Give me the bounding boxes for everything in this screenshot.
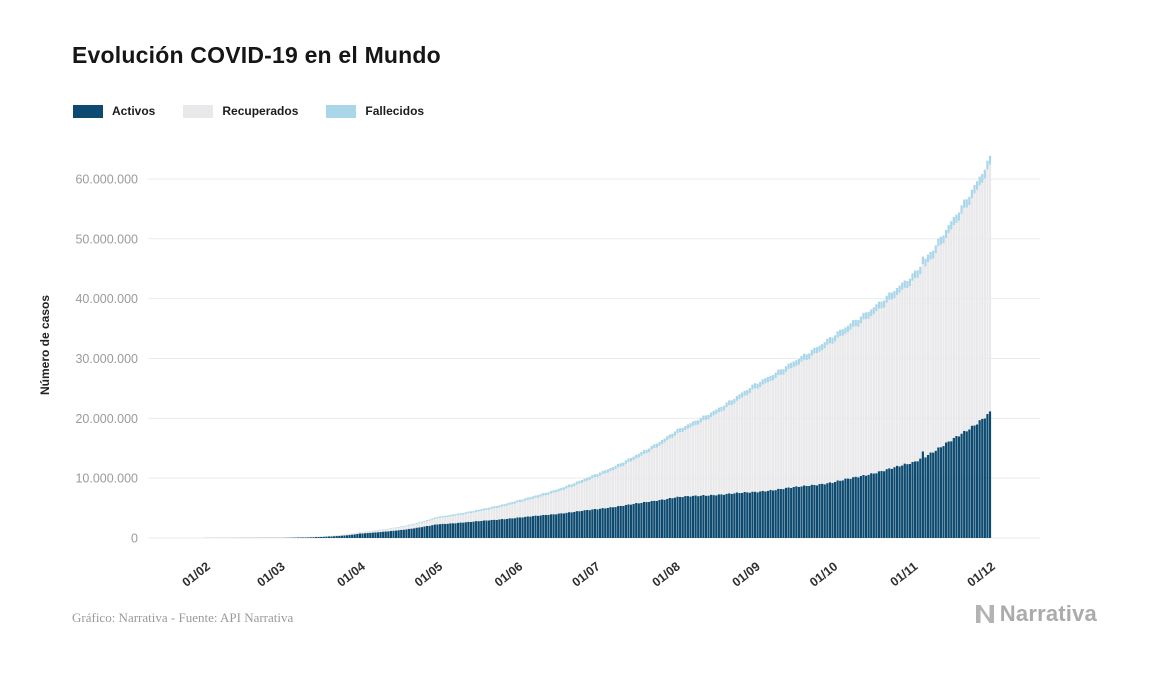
svg-text:01/03: 01/03 [254,559,287,589]
svg-text:50.000.000: 50.000.000 [75,232,138,246]
y-axis-title: Número de casos [38,294,52,396]
svg-text:01/02: 01/02 [180,559,213,589]
fallecidos-swatch-icon [326,104,357,118]
svg-text:40.000.000: 40.000.000 [75,292,138,306]
source-credit: Gráfico: Narrativa - Fuente: API Narrati… [72,610,294,625]
narrativa-n-icon [975,605,994,623]
svg-text:01/08: 01/08 [650,559,683,589]
svg-text:10.000.000: 10.000.000 [75,472,138,486]
svg-text:01/11: 01/11 [888,559,921,589]
legend-label-fallecidos: Fallecidos [365,104,425,118]
svg-text:01/05: 01/05 [412,559,445,589]
legend-label-recuperados: Recuperados [222,104,299,118]
svg-text:01/06: 01/06 [492,559,525,589]
chart-title: Evolución COVID-19 en el Mundo [72,42,441,68]
chart-canvas: 0 10.000.000 20.000.000 30.000.000 40.000.00… [75,155,1040,590]
activos-swatch-icon [73,104,103,118]
svg-text:01/04: 01/04 [335,559,368,589]
brand-wordmark: Narrativa [999,601,1097,626]
svg-text:01/10: 01/10 [807,559,840,589]
brand-logo: Narrativa [973,601,1097,627]
svg-text:01/12: 01/12 [965,559,998,589]
legend-item-fallecidos[interactable]: Fallecidos [326,104,424,118]
chart-legend: Activos Recuperados Fallecidos [73,104,424,118]
recuperados-swatch-icon [183,104,214,118]
legend-label-activos: Activos [112,104,156,118]
svg-text:0: 0 [131,532,138,546]
svg-text:01/07: 01/07 [569,559,602,589]
svg-text:20.000.000: 20.000.000 [75,412,138,426]
legend-item-activos[interactable]: Activos [73,104,155,118]
svg-text:01/09: 01/09 [730,559,763,589]
legend-item-recuperados[interactable]: Recuperados [183,104,298,118]
svg-text:60.000.000: 60.000.000 [75,172,138,186]
svg-text:30.000.000: 30.000.000 [75,352,138,366]
